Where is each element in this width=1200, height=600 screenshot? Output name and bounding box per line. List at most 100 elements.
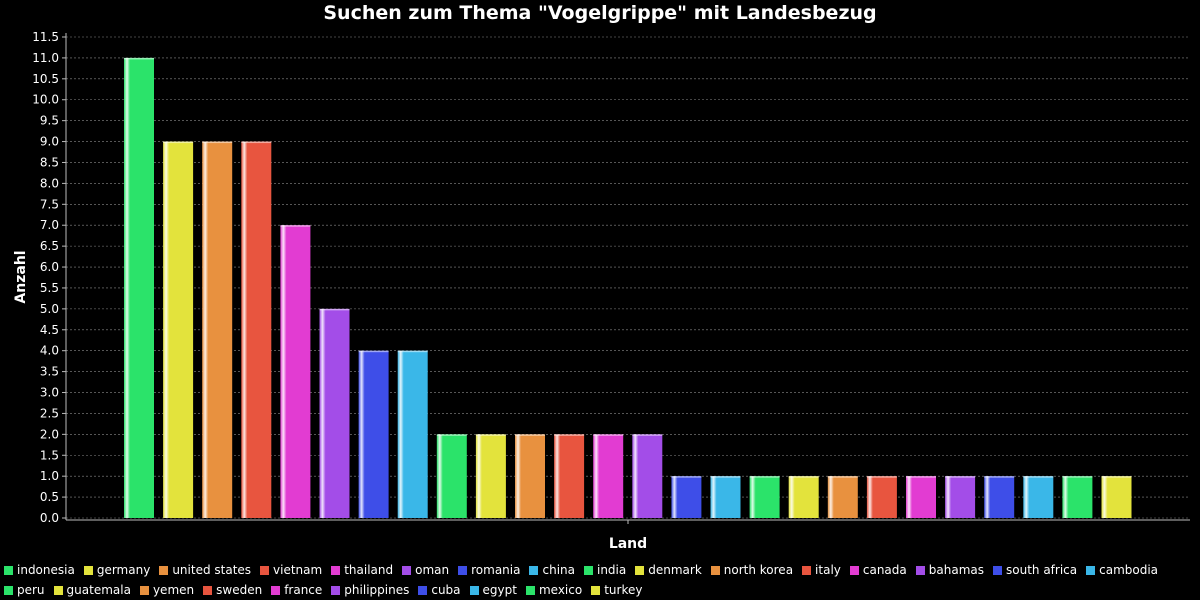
bar-highlight [906,476,936,518]
y-tick-label: 3.0 [40,386,59,400]
legend-swatch [203,585,213,595]
y-tick-label: 5.5 [40,281,59,295]
legend-label: egypt [482,583,517,597]
legend-label: turkey [604,583,643,597]
bar-thailand [280,225,311,518]
legend-swatch [1086,565,1096,575]
y-tick-label: 8.0 [40,176,59,190]
legend-label: cuba [431,583,461,597]
bar-top-edge [163,141,194,144]
legend-label: north korea [723,563,794,577]
bar-peru [749,476,780,518]
bar-bahamas [632,434,663,518]
legend-item: canada [849,560,907,580]
bar-top-edge [475,434,506,436]
y-tick-label: 2.5 [40,406,59,420]
bar-philippines [945,476,976,518]
bar-top-edge [358,350,389,353]
bar-top-edge [984,476,1015,478]
bar-indonesia [124,57,154,518]
legend-item: romania [458,560,520,580]
legend-swatch [4,585,13,595]
bar-top-edge [1023,476,1054,478]
bar-highlight [945,476,976,518]
bar-india [436,434,467,518]
bar-highlight [475,434,506,518]
legend-label: italy [815,563,841,577]
legend-label: guatemala [66,583,131,597]
legend-item: guatemala [53,580,131,600]
legend-item: egypt [469,580,517,600]
y-tick-label: 8.5 [40,155,59,169]
bar-mexico [1062,476,1093,518]
bar-highlight [788,476,819,518]
y-tick-label: 9.0 [40,135,59,149]
legend-item: south africa [993,560,1077,580]
bar-highlight [202,141,233,518]
y-tick-label: 5.0 [40,302,59,316]
legend-item: france [271,580,322,600]
bar-germany [163,141,194,518]
legend-item: denmark [635,560,702,580]
bar-italy [554,434,585,518]
bar-highlight [984,476,1015,518]
bar-highlight [319,308,350,518]
bar-denmark [475,434,506,518]
legend-label: india [596,563,627,577]
bar-highlight [163,141,194,518]
y-tick-label: 9.5 [40,114,59,128]
bar-highlight [280,225,311,518]
bar-egypt [1023,476,1054,518]
chart-title: Suchen zum Thema "Vogelgrippe" mit Lande… [323,2,877,24]
bar-highlight [515,434,545,518]
axes [62,33,1190,524]
bar-top-edge [906,476,936,478]
y-tick-label: 0.0 [40,511,59,525]
bar-cuba [984,476,1015,518]
bar-highlight [124,57,154,518]
y-tick-label: 1.0 [40,469,59,483]
legend-swatch [402,565,412,575]
bar-south-africa [671,476,702,518]
bar-top-edge [593,434,624,436]
legend-label: united states [172,563,252,577]
legend-swatch [915,565,925,575]
y-axis-label: Anzahl [13,250,29,303]
legend-label: germany [96,563,151,577]
bar-highlight [436,434,467,518]
legend-item: italy [802,560,841,580]
legend-label: indonesia [17,563,75,577]
legend-label: sweden [216,583,263,597]
legend-item: turkey [591,580,642,600]
legend-swatch [529,565,539,575]
legend-swatch [83,565,93,575]
bar-top-edge [749,476,780,478]
legend-item: cambodia [1086,560,1158,580]
legend-label: france [284,583,323,597]
bar-cambodia [710,476,741,518]
y-tick-label: 6.0 [40,260,59,274]
legend-label: thailand [344,563,394,577]
legend-swatch [159,565,169,575]
legend-swatch [802,565,812,575]
bar-oman [319,308,350,518]
legend-swatch [469,585,479,595]
legend-swatch [331,585,341,595]
legend-swatch [710,565,720,575]
bar-highlight [1023,476,1054,518]
bar-top-edge [280,225,311,227]
bar-top-edge [319,308,350,311]
legend-swatch [418,585,428,595]
bar-highlight [866,476,897,518]
y-tick-label: 2.0 [40,427,59,441]
legend-label: denmark [648,563,702,577]
y-tick-label: 0.5 [40,490,59,504]
legend-swatch [591,585,601,595]
legend-swatch [635,565,645,575]
legend-item: united states [159,560,251,580]
bar-top-edge [202,141,233,144]
bar-yemen [827,476,858,518]
y-tick-label: 10.5 [32,72,59,86]
bar-top-edge [788,476,819,478]
bar-top-edge [1101,476,1132,478]
